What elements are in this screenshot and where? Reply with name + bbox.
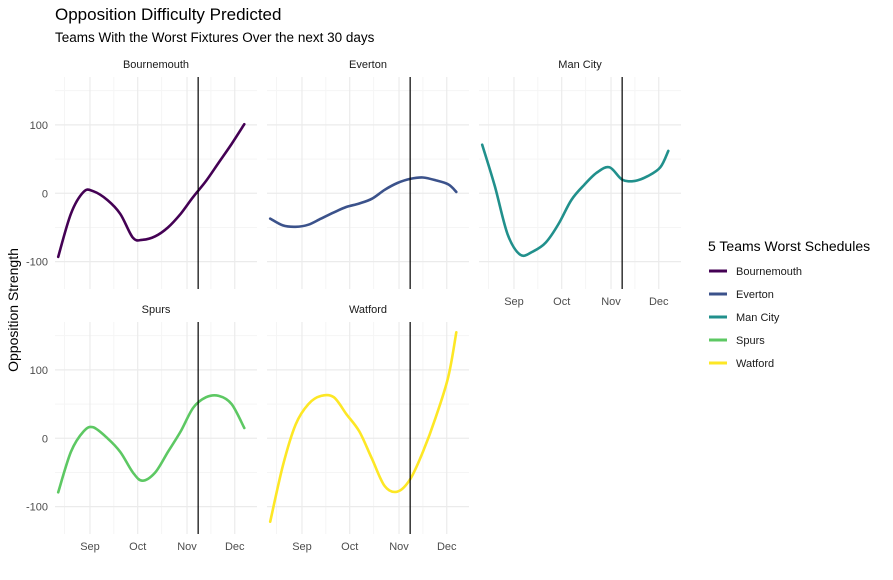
series-line-spurs <box>56 393 246 494</box>
y-tick-label: 0 <box>42 433 48 445</box>
y-axis-label: Opposition Strength <box>5 248 21 372</box>
chart-subtitle: Teams With the Worst Fixtures Over the n… <box>55 30 375 45</box>
facet-label-everton: Everton <box>349 59 387 71</box>
x-tick-label: Dec <box>649 296 669 308</box>
y-tick-label: 100 <box>30 120 48 132</box>
x-tick-label: Sep <box>504 296 524 308</box>
legend-entry-everton: Everton <box>709 289 774 301</box>
legend-label: Everton <box>736 289 774 301</box>
panel-spurs: Spurs -100 0 100 Sep Oct Nov Dec <box>26 304 257 553</box>
y-tick-label: 0 <box>42 188 48 200</box>
x-tick-label: Nov <box>177 541 197 553</box>
x-tick-label: Sep <box>80 541 100 553</box>
legend-entry-man-city: Man City <box>709 312 780 324</box>
legend-entry-spurs: Spurs <box>709 335 765 347</box>
y-tick-label: -100 <box>26 257 48 269</box>
x-tick-label: Oct <box>341 541 358 553</box>
facet-label-spurs: Spurs <box>142 304 171 316</box>
x-tick-label: Nov <box>601 296 621 308</box>
x-tick-label: Dec <box>437 541 457 553</box>
series-line-everton <box>268 176 458 229</box>
facet-label-man-city: Man City <box>558 59 602 71</box>
x-tick-label: Dec <box>225 541 245 553</box>
legend-label: Man City <box>736 312 780 324</box>
facet-label-watford: Watford <box>349 304 387 316</box>
x-tick-label: Oct <box>553 296 570 308</box>
legend-label: Spurs <box>736 335 765 347</box>
legend-entries: Bournemouth Everton Man City Spurs Watford <box>709 266 802 370</box>
x-tick-label: Nov <box>389 541 409 553</box>
panel-bournemouth: Bournemouth -100 0 100 <box>26 59 257 289</box>
x-tick-label: Sep <box>292 541 312 553</box>
legend-entry-bournemouth: Bournemouth <box>709 266 802 278</box>
legend-label: Watford <box>736 358 774 370</box>
panel-watford: Watford Sep Oct Nov Dec <box>267 304 469 553</box>
y-tick-label: -100 <box>26 502 48 514</box>
series-line-bournemouth <box>56 122 246 259</box>
panel-everton: Everton <box>267 59 469 289</box>
chart-title: Opposition Difficulty Predicted <box>55 5 281 24</box>
panel-man-city: Man City Sep Oct Nov Dec <box>479 59 681 308</box>
legend-label: Bournemouth <box>736 266 802 278</box>
facet-panels: Bournemouth -100 0 100 Everton Man City Sep Oct… <box>26 59 681 553</box>
y-tick-label: 100 <box>30 365 48 377</box>
x-tick-label: Oct <box>129 541 146 553</box>
legend-entry-watford: Watford <box>709 358 774 370</box>
legend: 5 Teams Worst Schedules Bournemouth Evert… <box>708 238 870 370</box>
series-line-watford <box>268 331 458 523</box>
series-line-man-city <box>480 143 670 258</box>
legend-title: 5 Teams Worst Schedules <box>708 238 870 254</box>
facet-label-bournemouth: Bournemouth <box>123 59 189 71</box>
